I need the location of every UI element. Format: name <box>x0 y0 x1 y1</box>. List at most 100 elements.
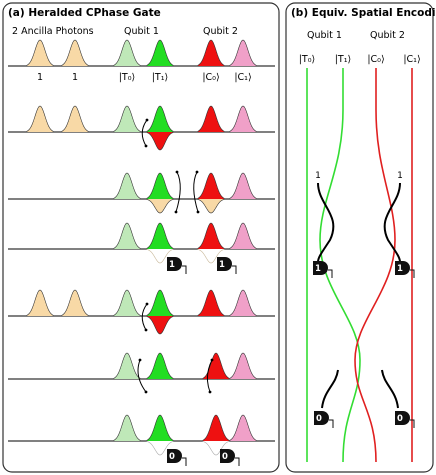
detector-icon-label: 0 <box>169 452 175 462</box>
pulse-mode-3 <box>146 39 174 66</box>
pulse-t0 <box>113 172 141 199</box>
pulse-t0 <box>113 289 141 316</box>
swap-arrow-start <box>145 302 149 306</box>
panel-a-rows: 1 1 |T₀⟩ |T₁⟩ |C₀⟩ |C₁⟩ 1 1 0 0 <box>8 39 275 466</box>
ancilla-path-left-bottom <box>321 369 339 409</box>
swap-arrow-q2-start <box>210 358 214 362</box>
swap-arrow-end <box>144 144 148 148</box>
detector-icon <box>314 411 329 425</box>
detector-icon-wire <box>410 269 415 278</box>
ancilla-input-right: 1 <box>397 171 403 181</box>
pulse-mode-0 <box>26 39 54 66</box>
mode-label: |C₁⟩ <box>403 54 420 65</box>
pulse-c0 <box>202 352 230 379</box>
swap-arrow-end <box>144 328 148 332</box>
mode-label: |T₁⟩ <box>152 72 169 83</box>
pulse-t1-inverted <box>146 199 174 214</box>
pulse-c0 <box>197 222 225 249</box>
pulse-t0 <box>113 105 141 132</box>
detector-icon-label: 1 <box>315 264 321 274</box>
detector-icon <box>167 257 182 271</box>
detector-icon <box>220 449 235 463</box>
detector-icon-label: 1 <box>169 260 175 270</box>
detector-icon <box>313 261 328 275</box>
pulse-ancilla-1 <box>26 289 54 316</box>
pulse-mode-1 <box>61 39 89 66</box>
rail-t1 <box>319 68 361 463</box>
mode-label: 1 <box>72 72 78 83</box>
pulse-ghost <box>146 249 174 264</box>
mode-label: |C₀⟩ <box>367 54 384 65</box>
pulse-t1 <box>146 105 174 132</box>
swap-arrow-q1-start <box>138 358 142 362</box>
pulse-mode-5 <box>229 39 257 66</box>
pulse-t1-inverted <box>146 316 174 335</box>
panel-b-frame <box>285 2 434 473</box>
swap-arrow-start <box>145 118 149 122</box>
swap-arrow-q2-end <box>208 390 212 394</box>
pulse-c0 <box>197 105 225 132</box>
mode-label: 1 <box>37 72 43 83</box>
swap-arrow-q2 <box>206 359 213 393</box>
ancilla-label: 2 Ancilla Photons <box>12 26 94 37</box>
pulse-t1 <box>146 352 174 379</box>
pulse-c0 <box>197 289 225 316</box>
panel-b-qubit1-label: Qubit 1 <box>307 30 342 41</box>
qubit2-label: Qubit 2 <box>203 26 238 37</box>
swap-arrow-q2-start <box>195 170 199 174</box>
mode-label: |C₁⟩ <box>234 72 251 83</box>
pulse-t1 <box>146 414 174 441</box>
swap-arrow-q1 <box>175 171 181 213</box>
mode-label: |C₀⟩ <box>202 72 219 83</box>
pulse-c1 <box>229 222 257 249</box>
pulse-t1 <box>146 222 174 249</box>
mode-label: |T₁⟩ <box>335 54 352 65</box>
swap-arrow-q1 <box>137 359 147 393</box>
detector-icon-label: 1 <box>397 264 403 274</box>
detector-icon-wire <box>235 457 240 466</box>
ancilla-input-left: 1 <box>315 171 321 181</box>
pulse-ancilla-1 <box>26 105 54 132</box>
pulse-t1 <box>146 289 174 316</box>
pulse-ancilla-2 <box>61 105 89 132</box>
pulse-t1 <box>146 172 174 199</box>
swap-arrow <box>141 119 148 147</box>
pulse-c1 <box>229 289 257 316</box>
detector-icon-wire <box>182 265 187 274</box>
detector-icon-label: 0 <box>222 452 228 462</box>
panel-b-circuit: |T₀⟩ |T₁⟩ |C₀⟩ |C₁⟩ 1 1 1 1 0 0 <box>299 54 421 463</box>
swap-arrow <box>141 303 148 331</box>
pulse-t1-inverted <box>146 132 174 151</box>
pulse-c0 <box>197 172 225 199</box>
panel-b-title: (b) Equiv. Spatial Encoding <box>291 7 436 19</box>
detector-icon-wire <box>232 265 237 274</box>
detector-icon-label: 0 <box>397 414 403 424</box>
pulse-t0 <box>113 414 141 441</box>
pulse-c1 <box>229 105 257 132</box>
swap-arrow-q2-end <box>196 210 200 214</box>
swap-arrow-q1-end <box>174 210 178 214</box>
pulse-c0-inverted <box>197 199 225 214</box>
pulse-c0 <box>202 414 230 441</box>
pulse-mode-2 <box>113 39 141 66</box>
detector-icon-label: 0 <box>316 414 322 424</box>
panel-b-qubit2-label: Qubit 2 <box>370 30 405 41</box>
swap-arrow-q1-end <box>144 390 148 394</box>
mode-label: |T₀⟩ <box>299 54 316 65</box>
detector-icon-label: 1 <box>219 260 225 270</box>
pulse-t0 <box>113 222 141 249</box>
detector-icon-wire <box>328 269 333 278</box>
swap-arrow-q1-start <box>175 170 179 174</box>
qubit1-label: Qubit 1 <box>124 26 159 37</box>
panel-a-title: (a) Heralded CPhase Gate <box>8 7 161 19</box>
detector-icon <box>395 411 410 425</box>
pulse-c1 <box>229 414 257 441</box>
pulse-ghost <box>146 441 174 456</box>
pulse-ghost <box>197 249 225 264</box>
detector-icon <box>217 257 232 271</box>
pulse-t0 <box>113 352 141 379</box>
detector-icon-wire <box>410 419 415 428</box>
detector-icon <box>167 449 182 463</box>
pulse-c1 <box>229 172 257 199</box>
